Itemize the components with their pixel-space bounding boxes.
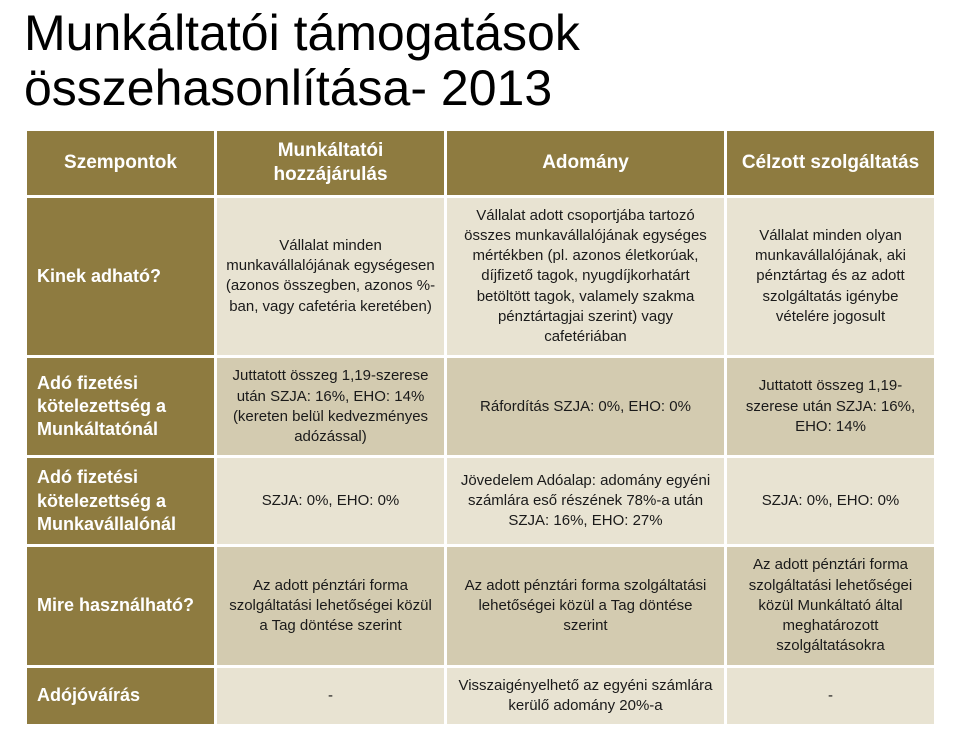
cell: SZJA: 0%, EHO: 0%: [216, 457, 446, 546]
table-row: Adó fizetési kötelezettség a Munkáltatón…: [26, 357, 936, 457]
row-header-ado-munkaltato: Adó fizetési kötelezettség a Munkáltatón…: [26, 357, 216, 457]
row-header-kinek: Kinek adható?: [26, 196, 216, 357]
cell: -: [726, 666, 936, 726]
col-header-celzott: Célzott szolgáltatás: [726, 130, 936, 197]
cell: Vállalat minden olyan munkavállalójának,…: [726, 196, 936, 357]
col-header-munkaltatoi: Munkáltatói hozzájárulás: [216, 130, 446, 197]
cell: Juttatott összeg 1,19-szerese után SZJA:…: [726, 357, 936, 457]
cell: Ráfordítás SZJA: 0%, EHO: 0%: [446, 357, 726, 457]
col-header-adomany: Adomány: [446, 130, 726, 197]
table-row: Mire használható? Az adott pénztári form…: [26, 546, 936, 666]
table-row: Adójóváírás - Visszaigényelhető az egyén…: [26, 666, 936, 726]
cell: Vállalat minden munkavállalójának egység…: [216, 196, 446, 357]
cell: Jövedelem Adóalap: adomány egyéni számlá…: [446, 457, 726, 546]
cell: Visszaigényelhető az egyéni számlára ker…: [446, 666, 726, 726]
row-header-ado-munkavallalo: Adó fizetési kötelezettség a Munkavállal…: [26, 457, 216, 546]
table-header-row: Szempontok Munkáltatói hozzájárulás Adom…: [26, 130, 936, 197]
cell: Vállalat adott csoportjába tartozó össze…: [446, 196, 726, 357]
table-row: Adó fizetési kötelezettség a Munkavállal…: [26, 457, 936, 546]
comparison-table: Szempontok Munkáltatói hozzájárulás Adom…: [24, 128, 937, 727]
table-row: Kinek adható? Vállalat minden munkaválla…: [26, 196, 936, 357]
row-header-adojovairas: Adójóváírás: [26, 666, 216, 726]
cell: Juttatott összeg 1,19-szerese után SZJA:…: [216, 357, 446, 457]
slide: Munkáltatói támogatások összehasonlítása…: [0, 0, 959, 737]
cell: -: [216, 666, 446, 726]
cell: Az adott pénztári forma szolgáltatási le…: [446, 546, 726, 666]
cell: Az adott pénztári forma szolgáltatási le…: [726, 546, 936, 666]
row-header-mire: Mire használható?: [26, 546, 216, 666]
cell: Az adott pénztári forma szolgáltatási le…: [216, 546, 446, 666]
col-header-szempontok: Szempontok: [26, 130, 216, 197]
cell: SZJA: 0%, EHO: 0%: [726, 457, 936, 546]
slide-title: Munkáltatói támogatások összehasonlítása…: [0, 0, 959, 128]
